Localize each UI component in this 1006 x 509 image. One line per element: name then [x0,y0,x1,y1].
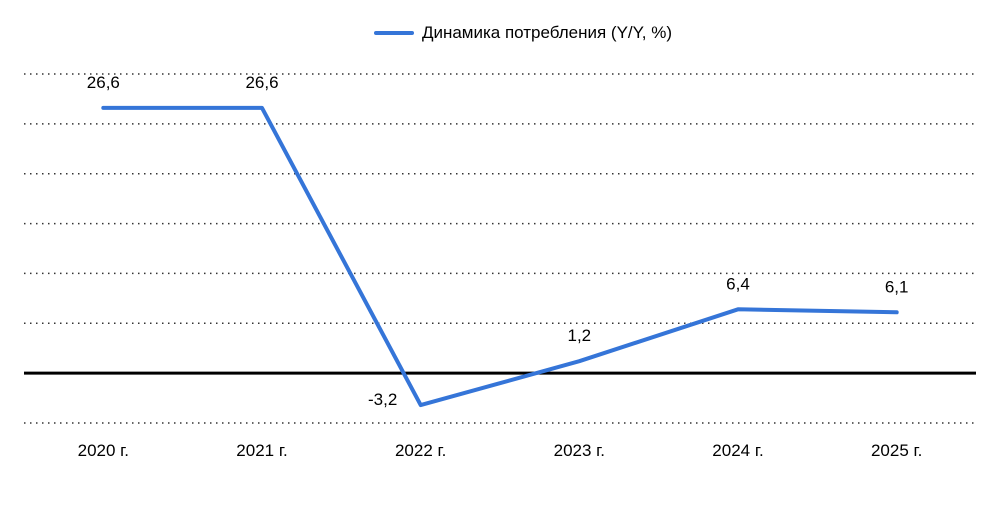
legend-item: Динамика потребления (Y/Y, %) [373,23,673,43]
data-label: 6,1 [885,277,909,296]
x-tick-label: 2020 г. [78,441,129,460]
data-label: 26,6 [87,73,120,92]
series-line-group [101,105,899,408]
series-line [101,105,899,408]
x-tick-label: 2023 г. [554,441,605,460]
data-labels: 26,6 26,6 -3,2 1,2 6,4 6,1 [87,73,909,409]
x-tick-label: 2024 г. [712,441,763,460]
x-tick-label: 2025 г. [871,441,922,460]
data-label: -3,2 [368,390,397,409]
data-label: 6,4 [726,274,750,293]
legend-label: Динамика потребления (Y/Y, %) [421,23,673,42]
data-label: 1,2 [568,326,592,345]
legend-swatch [373,31,414,35]
x-axis-tick-labels: 2020 г. 2021 г. 2022 г. 2023 г. 2024 г. 2025 … [78,441,923,460]
gridlines [24,73,976,424]
x-tick-label: 2021 г. [236,441,287,460]
legend: Динамика потребления (Y/Y, %) [0,20,1006,43]
data-label: 26,6 [245,73,278,92]
x-tick-label: 2022 г. [395,441,446,460]
